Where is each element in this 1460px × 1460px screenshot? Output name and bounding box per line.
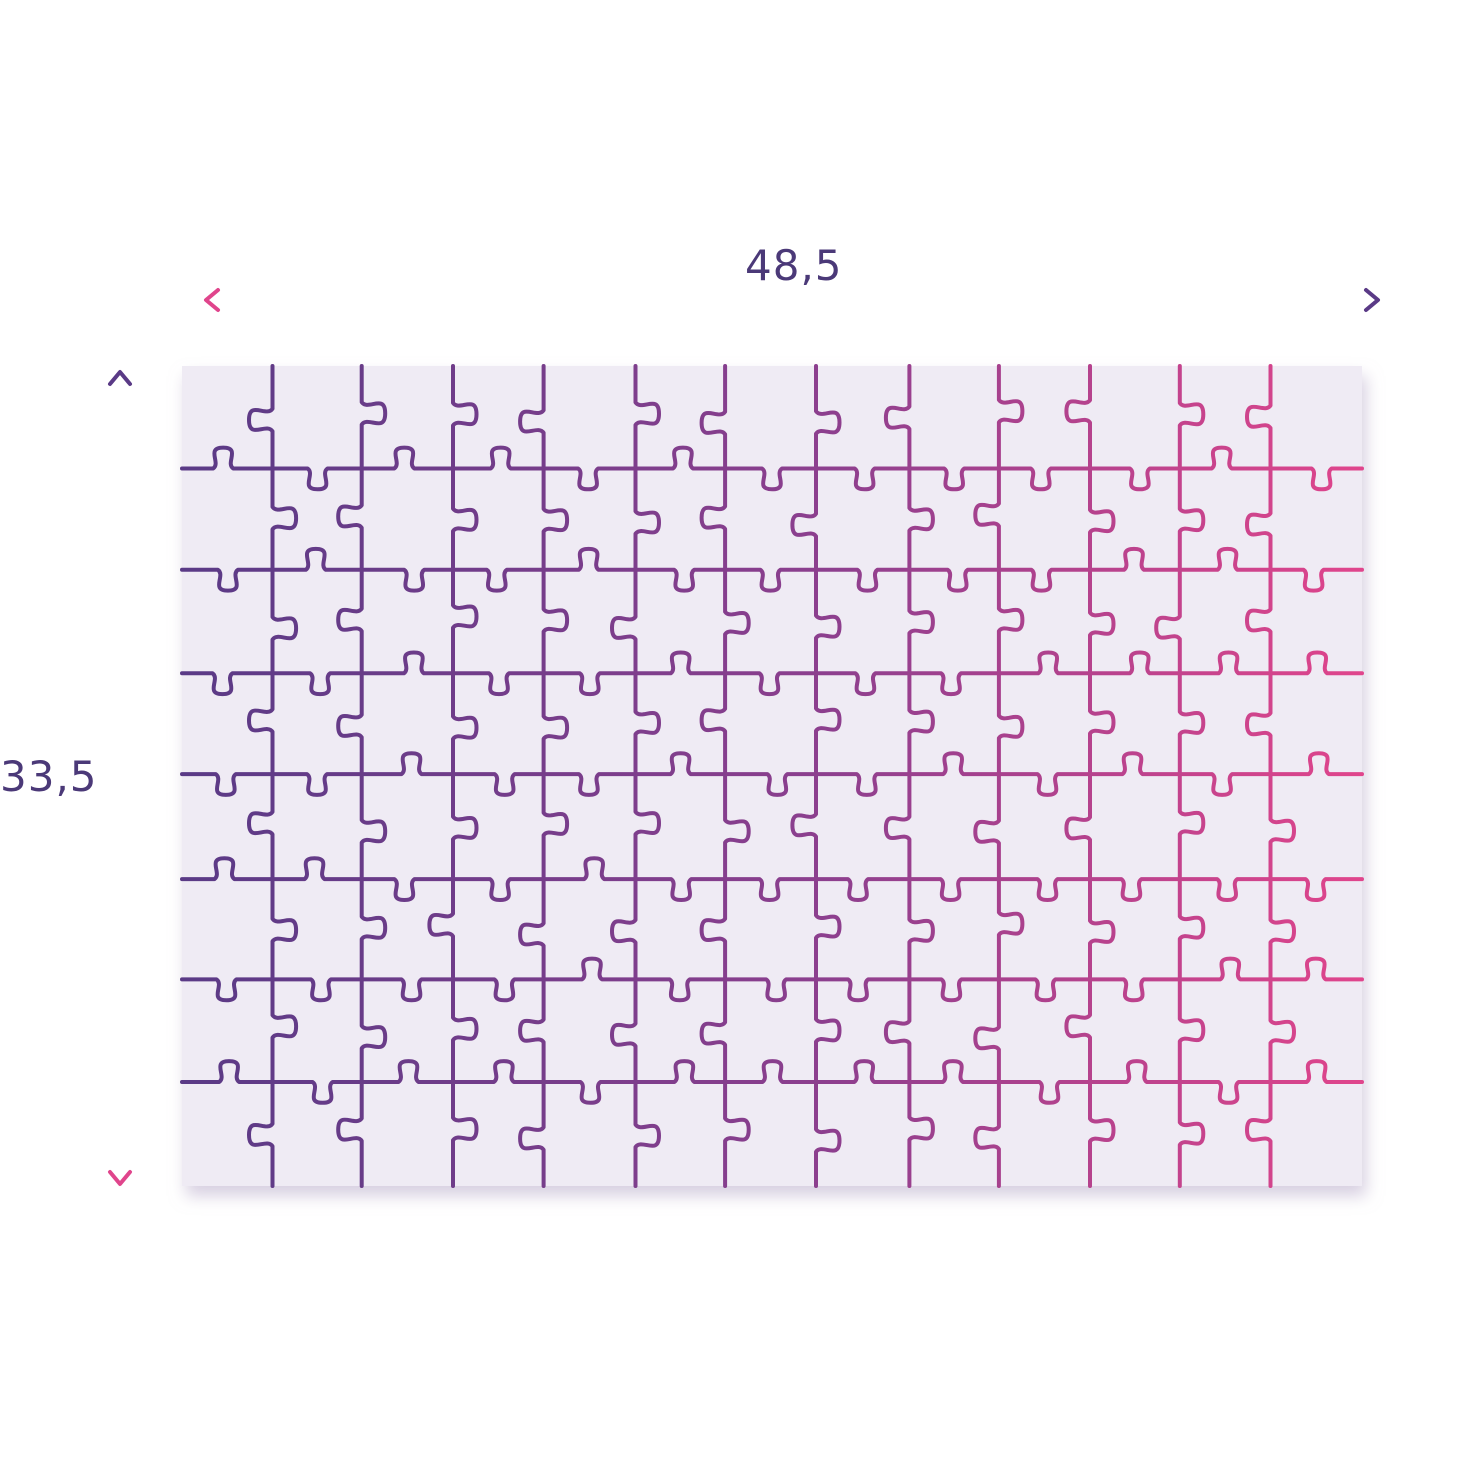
width-arrow (204, 288, 1380, 312)
puzzle-cut-line-vertical (336, 364, 388, 1188)
puzzle-piece-outlines (180, 364, 1364, 1188)
puzzle-cut-line-vertical (1064, 364, 1116, 1188)
puzzle-cut-line-vertical (247, 364, 299, 1188)
puzzle-cut-line-horizontal (180, 1059, 1364, 1105)
puzzle-cut-line-horizontal (180, 546, 1364, 593)
puzzle-cut-line-horizontal (180, 856, 1364, 902)
puzzle-cut-line-horizontal (180, 650, 1364, 697)
puzzle-cut-line-horizontal (180, 751, 1364, 797)
puzzle-cut-line-vertical (883, 364, 935, 1188)
puzzle-cut-line-vertical (1154, 364, 1206, 1188)
puzzle-cut-line-vertical (427, 364, 479, 1188)
puzzle-cut-line-vertical (790, 364, 842, 1188)
width-label: 48,5 (745, 241, 843, 290)
puzzle-cut-line-vertical (973, 364, 1025, 1188)
height-label: 33,5 (0, 752, 98, 801)
puzzle-cut-line-horizontal (180, 445, 1364, 492)
height-arrow (108, 370, 132, 1186)
puzzle-cut-line-vertical (1245, 364, 1296, 1188)
puzzle-cut-line-vertical (610, 364, 661, 1188)
puzzle-cut-line-vertical (518, 364, 570, 1188)
puzzle-cut-line-vertical (699, 364, 751, 1188)
puzzle-cut-line-horizontal (180, 956, 1364, 1003)
